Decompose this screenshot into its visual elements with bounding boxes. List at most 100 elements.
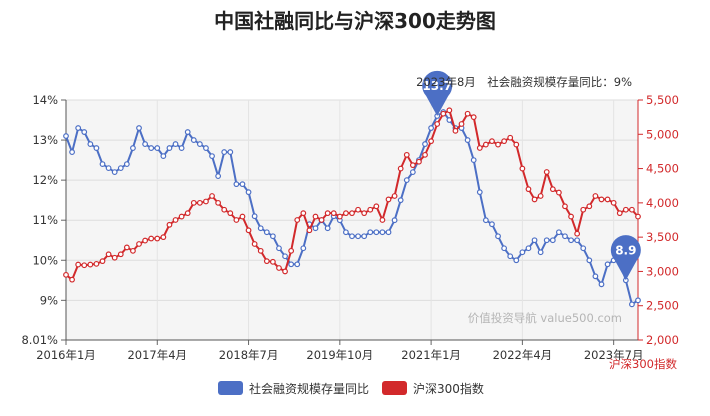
marker-layer: 13.7 8.9	[422, 70, 641, 281]
data-point	[215, 199, 222, 206]
data-point	[580, 206, 587, 213]
data-point	[501, 245, 508, 252]
data-point	[562, 233, 568, 240]
data-point	[306, 227, 313, 234]
data-point	[269, 258, 276, 265]
data-point	[513, 141, 520, 148]
data-point	[257, 225, 264, 232]
data-point	[343, 210, 349, 217]
data-point	[142, 237, 149, 244]
x-tick-label: 2023年7月	[584, 348, 644, 362]
data-point	[81, 262, 88, 269]
data-point	[531, 196, 538, 203]
data-point	[537, 249, 544, 256]
data-point	[154, 145, 161, 151]
grid-layer	[66, 99, 638, 340]
data-point	[592, 193, 599, 199]
data-point	[75, 125, 82, 131]
data-point	[136, 241, 142, 247]
data-point	[269, 233, 276, 240]
data-point	[403, 151, 410, 158]
data-point	[160, 234, 167, 241]
data-point	[148, 145, 155, 151]
data-point	[257, 247, 264, 254]
y-right-tick-label: 2,500	[646, 299, 679, 313]
data-point	[93, 145, 100, 151]
data-point	[184, 210, 191, 217]
y-left-tick-label: 8.01%	[21, 333, 58, 347]
data-point	[531, 237, 538, 244]
data-point	[507, 134, 514, 141]
data-point	[227, 149, 234, 155]
data-point	[361, 210, 368, 217]
data-point	[300, 245, 307, 252]
data-point	[81, 129, 88, 135]
y-left-tick-label: 11%	[32, 213, 58, 227]
data-point	[574, 230, 581, 237]
data-point	[87, 261, 94, 268]
data-point	[489, 138, 495, 145]
data-point	[288, 261, 295, 268]
data-point	[507, 253, 514, 260]
marker-label: 13.7	[422, 79, 452, 93]
data-point	[251, 241, 258, 247]
legend-item[interactable]: 沪深300指数	[382, 381, 484, 396]
axis-layer: 8.01% 9% 10% 11% 12% 13% 14% 2,000 2,500 3,000 3,5…	[21, 93, 678, 371]
data-point	[470, 157, 477, 164]
data-point	[203, 198, 209, 205]
data-point	[391, 193, 398, 199]
data-point	[604, 261, 611, 268]
data-point	[69, 149, 75, 155]
y-left-tick-label: 10%	[32, 253, 58, 267]
data-point	[409, 162, 416, 169]
data-point	[610, 199, 617, 206]
data-point	[172, 217, 179, 223]
marker-label: 8.9	[615, 243, 636, 257]
data-point	[276, 245, 282, 252]
data-point	[519, 165, 526, 172]
data-point	[184, 129, 191, 135]
data-point	[99, 258, 106, 265]
data-point	[245, 189, 252, 196]
data-point	[452, 127, 459, 134]
x-tick-label: 2016年1月	[36, 348, 96, 362]
data-point	[379, 217, 386, 223]
x-tick-label: 2022年4月	[493, 348, 553, 362]
data-point	[464, 110, 471, 117]
data-point	[598, 281, 605, 288]
data-point	[586, 257, 593, 264]
data-point	[403, 177, 410, 184]
data-point	[349, 210, 355, 217]
data-point	[190, 137, 197, 143]
y-right-axis-name: 沪深300指数	[609, 357, 677, 371]
y-left-tick-label: 9%	[40, 293, 58, 307]
y-right-tick-label: 3,500	[646, 230, 679, 244]
data-point	[233, 217, 240, 223]
data-point	[622, 206, 629, 213]
data-point	[525, 245, 532, 252]
y-right-tick-label: 2,000	[646, 333, 679, 347]
tooltip-layer: 2023年8月 社会融资规模存量同比：9%	[416, 75, 632, 89]
data-point	[355, 206, 361, 213]
data-point	[251, 213, 258, 220]
data-point	[391, 217, 398, 224]
data-point	[312, 225, 319, 232]
data-point	[99, 161, 106, 168]
data-point	[276, 265, 282, 271]
data-point	[178, 145, 185, 151]
marker-pin-shape	[610, 235, 641, 281]
data-point	[476, 189, 483, 196]
data-point	[300, 210, 307, 217]
data-point	[117, 251, 124, 258]
data-point	[245, 227, 252, 234]
data-point	[282, 268, 288, 275]
data-point	[470, 114, 477, 121]
legend-label: 社会融资规模存量同比	[249, 381, 369, 396]
data-point	[63, 133, 69, 139]
data-point	[555, 229, 562, 236]
data-point	[130, 247, 136, 254]
data-point	[562, 203, 568, 210]
legend-item[interactable]: 社会融资规模存量同比	[218, 381, 369, 396]
data-point	[604, 196, 611, 203]
